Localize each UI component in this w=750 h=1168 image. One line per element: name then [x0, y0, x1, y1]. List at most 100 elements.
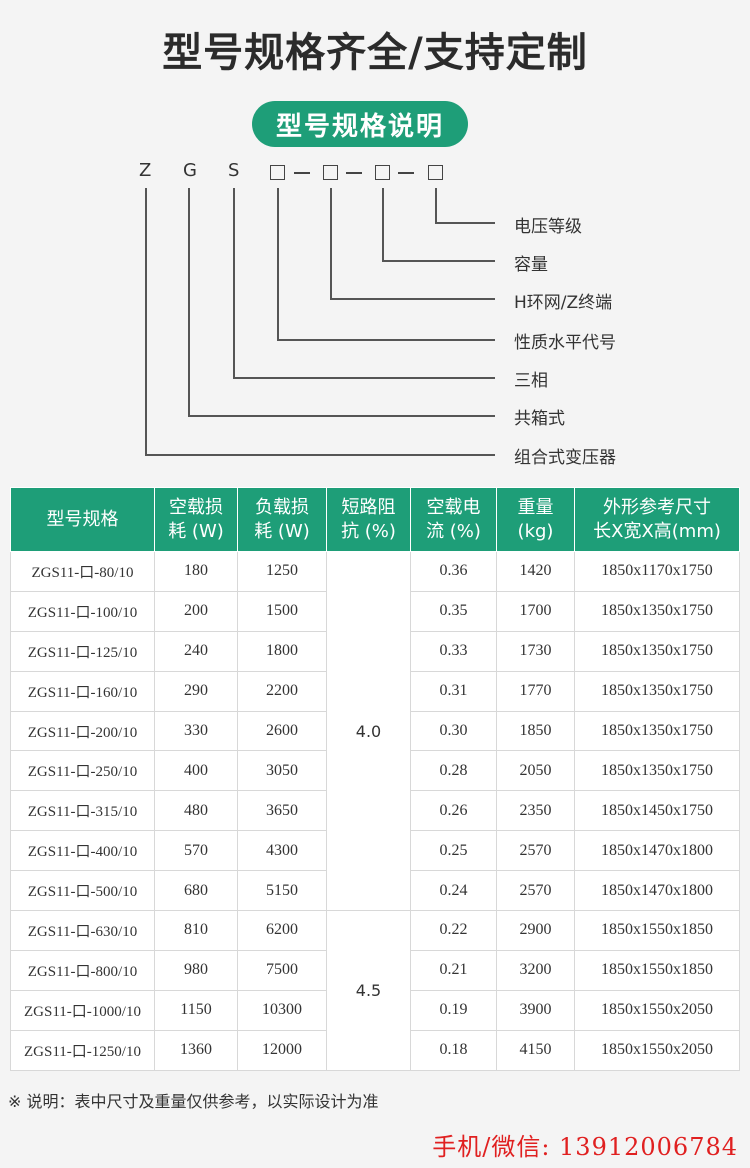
table-row: ZGS11-口-250/10 400 3050 0.28 2050 1850x1350x1…: [10, 750, 740, 792]
code-placeholder-box: [323, 165, 338, 180]
cell-weight: 2570: [496, 870, 575, 912]
cell-load-loss: 3650: [237, 790, 327, 832]
connector-line: [277, 188, 279, 339]
cell-no-load-current: 0.36: [410, 551, 497, 592]
cell-no-load-current: 0.24: [410, 870, 497, 912]
cell-no-load-loss: 570: [154, 830, 238, 872]
code-placeholder-box: [428, 165, 443, 180]
table-row: ZGS11-口-1000/10 1150 10300 0.19 3900 1850x155…: [10, 989, 740, 1031]
code-dash: [294, 172, 310, 174]
header-model: 型号规格: [10, 487, 155, 552]
table-row: ZGS11-口-800/10 980 7500 0.21 3200 1850x1550x1…: [10, 949, 740, 991]
cell-dimensions: 1850x1550x1850: [574, 910, 740, 951]
cell-no-load-loss: 810: [154, 910, 238, 951]
connector-line: [435, 188, 437, 222]
code-dash: [346, 172, 362, 174]
section-heading-pill: 型号规格说明: [252, 101, 468, 147]
label-ring-terminal: H环网/Z终端: [514, 293, 613, 313]
contact-phone: 手机/微信: 13912006784: [432, 1133, 738, 1161]
cell-no-load-loss: 680: [154, 870, 238, 912]
cell-weight: 1850: [496, 710, 575, 752]
cell-weight: 1420: [496, 551, 575, 592]
cell-no-load-loss: 180: [154, 551, 238, 592]
cell-no-load-current: 0.28: [410, 750, 497, 792]
cell-dimensions: 1850x1550x1850: [574, 949, 740, 991]
cell-dimensions: 1850x1550x2050: [574, 1029, 740, 1071]
code-letter-z: Z: [139, 160, 152, 181]
table-header-row: 型号规格 空载损耗 (W) 负载损耗 (W) 短路阻抗 (%) 空载电流 (%)…: [10, 487, 740, 552]
spec-table: 型号规格 空载损耗 (W) 负载损耗 (W) 短路阻抗 (%) 空载电流 (%)…: [10, 487, 740, 1071]
connector-line: [145, 454, 495, 456]
model-code-diagram: Z G S 电压等级 容量 H环网/Z终端 性质水平代号 三相 共箱式: [0, 150, 750, 470]
cell-weight: 3900: [496, 989, 575, 1031]
header-weight: 重量 (kg): [496, 487, 575, 552]
connector-line: [330, 298, 495, 300]
cell-model: ZGS11-口-125/10: [10, 630, 155, 672]
header-impedance: 短路阻抗 (%): [326, 487, 411, 552]
cell-model: ZGS11-口-160/10: [10, 670, 155, 712]
cell-impedance: 4.5: [326, 910, 411, 1071]
cell-no-load-current: 0.25: [410, 830, 497, 872]
connector-line: [330, 188, 332, 298]
cell-load-loss: 1250: [237, 551, 327, 592]
connector-line: [188, 415, 495, 417]
label-capacity: 容量: [514, 255, 548, 275]
connector-line: [233, 377, 495, 379]
cell-weight: 2050: [496, 750, 575, 792]
cell-dimensions: 1850x1350x1750: [574, 710, 740, 752]
cell-no-load-loss: 330: [154, 710, 238, 752]
connector-line: [382, 260, 495, 262]
cell-load-loss: 10300: [237, 989, 327, 1031]
code-dash: [398, 172, 414, 174]
table-row: ZGS11-口-1250/10 1360 12000 0.18 4150 1850x155…: [10, 1029, 740, 1071]
cell-load-loss: 4300: [237, 830, 327, 872]
cell-model: ZGS11-口-250/10: [10, 750, 155, 792]
cell-weight: 2570: [496, 830, 575, 872]
cell-model: ZGS11-口-80/10: [10, 551, 155, 592]
cell-dimensions: 1850x1350x1750: [574, 750, 740, 792]
cell-no-load-current: 0.31: [410, 670, 497, 712]
cell-no-load-current: 0.19: [410, 989, 497, 1031]
connector-line: [188, 188, 190, 415]
cell-no-load-current: 0.30: [410, 710, 497, 752]
cell-weight: 1730: [496, 630, 575, 672]
cell-no-load-loss: 480: [154, 790, 238, 832]
code-letter-s: S: [228, 160, 240, 181]
code-placeholder-box: [375, 165, 390, 180]
code-placeholder-box: [270, 165, 285, 180]
cell-impedance: 4.0: [326, 550, 411, 912]
table-row: ZGS11-口-125/10 240 1800 0.33 1730 1850x1350x1…: [10, 630, 740, 672]
cell-model: ZGS11-口-200/10: [10, 710, 155, 752]
cell-load-loss: 6200: [237, 910, 327, 951]
cell-no-load-current: 0.18: [410, 1029, 497, 1071]
cell-no-load-current: 0.21: [410, 949, 497, 991]
table-row: ZGS11-口-630/10 810 6200 4.5 0.22 2900 1850x155…: [10, 910, 740, 1071]
header-load-loss: 负载损耗 (W): [237, 487, 327, 552]
cell-load-loss: 5150: [237, 870, 327, 912]
cell-weight: 3200: [496, 949, 575, 991]
cell-dimensions: 1850x1170x1750: [574, 551, 740, 592]
cell-dimensions: 1850x1350x1750: [574, 590, 740, 632]
table-body: ZGS11-口-80/10 180 1250 4.0 0.36 1420 1850x1170…: [10, 550, 740, 1071]
cell-weight: 4150: [496, 1029, 575, 1071]
label-three-phase: 三相: [514, 371, 548, 391]
cell-dimensions: 1850x1550x2050: [574, 989, 740, 1031]
cell-no-load-current: 0.26: [410, 790, 497, 832]
cell-weight: 2350: [496, 790, 575, 832]
table-row: ZGS11-口-400/10 570 4300 0.25 2570 1850x1470x1…: [10, 830, 740, 872]
cell-no-load-loss: 1360: [154, 1029, 238, 1071]
cell-no-load-loss: 200: [154, 590, 238, 632]
cell-load-loss: 1500: [237, 590, 327, 632]
cell-model: ZGS11-口-630/10: [10, 910, 155, 951]
table-row: ZGS11-口-200/10 330 2600 0.30 1850 1850x1350x1…: [10, 710, 740, 752]
cell-no-load-current: 0.35: [410, 590, 497, 632]
cell-model: ZGS11-口-1000/10: [10, 989, 155, 1031]
cell-no-load-loss: 240: [154, 630, 238, 672]
connector-line: [382, 188, 384, 260]
page-title: 型号规格齐全/支持定制: [162, 30, 588, 76]
cell-no-load-loss: 980: [154, 949, 238, 991]
header-dimensions: 外形参考尺寸 长X宽X高(mm): [574, 487, 740, 552]
label-performance-code: 性质水平代号: [514, 333, 616, 353]
cell-no-load-current: 0.22: [410, 910, 497, 951]
